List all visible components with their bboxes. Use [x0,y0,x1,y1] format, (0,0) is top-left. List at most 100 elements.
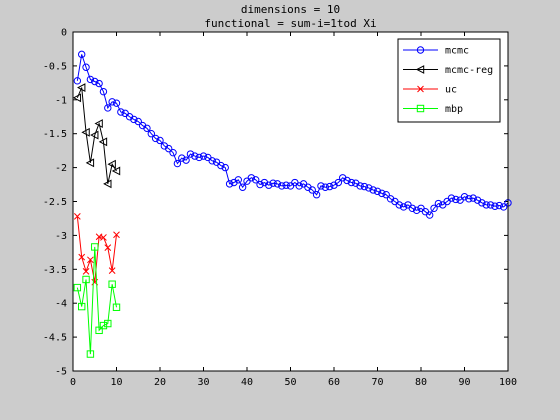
legend-entry-uc: uc [403,85,457,96]
data-point-mcmc [412,206,421,215]
data-point-mcmc [334,178,343,187]
data-point-mcmc [321,183,329,191]
legend-marker [416,104,425,113]
data-point-mcmc-reg [103,179,112,189]
y-tick-label: -4 [55,299,67,310]
x-tick-label: 60 [328,377,340,388]
y-tick-label: -4.5 [43,333,67,344]
data-point-mcmc [182,156,190,164]
legend-entry-mcmc-reg: mcmc-reg [403,65,493,76]
data-point-mcmc [169,148,177,157]
legend-label: mcmc-reg [445,65,493,76]
data-point-mcmc [178,154,186,162]
data-point-mcmc [426,211,434,219]
data-point-uc [87,256,94,264]
data-point-mcmc-reg [107,159,116,169]
legend: mcmc mcmc-reg uc mbp [397,38,501,123]
x-tick-label: 20 [154,377,166,388]
y-tick-label: 0 [61,28,67,39]
data-point-mcmc-reg [77,83,86,93]
data-point-mcmc [91,77,99,86]
data-point-mcmc [134,117,142,126]
data-point-mcmc [486,201,495,209]
x-tick-label: 90 [458,377,470,388]
x-tick-label: 30 [197,377,209,388]
x-tick-label: 100 [499,377,517,388]
data-point-mbp [108,280,116,288]
data-point-mcmc [225,180,234,188]
data-point-mcmc-reg [72,93,82,103]
data-point-mcmc [465,195,473,203]
series-mbp [73,243,121,358]
data-point-mcmc [378,189,386,198]
data-point-mcmc [308,186,316,194]
data-point-mcmc [130,115,138,124]
data-point-mcmc [186,150,195,158]
x-tick-label: 80 [415,377,427,388]
legend-label: mbp [445,104,463,115]
data-point-mcmc [317,182,325,190]
data-point-mcmc [369,186,377,194]
x-tick-label: 50 [284,377,296,388]
legend-marker [416,46,425,54]
data-point-mcmc [108,98,116,106]
data-point-uc [82,267,90,275]
y-tick-label: -3 [55,231,67,242]
data-point-mcmc [408,204,416,212]
data-point-mcmc-reg [94,119,103,128]
data-point-mcmc [217,161,225,170]
data-point-mbp [95,326,103,335]
data-point-mcmc [104,104,112,112]
data-point-mcmc [356,182,364,190]
data-point-mcmc [86,75,95,84]
series-line-mbp [76,246,117,355]
data-point-mcmc [491,202,499,210]
data-point-mcmc [221,163,229,172]
data-point-mcmc-reg [81,127,90,137]
data-point-mcmc-reg [85,158,95,168]
series-line-uc [76,216,117,283]
data-point-mcmc [282,181,290,189]
data-point-mcmc [247,174,256,182]
x-tick-label: 70 [371,377,383,388]
y-tick-label: -1 [55,95,67,106]
data-point-mbp [82,275,90,284]
data-point-mcmc [238,183,247,191]
data-point-mcmc-reg [111,166,121,176]
data-point-uc [108,267,116,275]
data-point-mcmc [399,203,408,211]
data-point-mcmc [143,124,151,132]
data-point-uc [104,244,112,251]
legend-marker [415,65,425,74]
data-point-mcmc [469,194,477,202]
data-point-uc [113,231,120,239]
series-mcmc [73,50,512,219]
data-point-mcmc [395,201,403,209]
data-point-mcmc [95,79,103,88]
series-mcmc-reg [72,83,121,189]
axes-frame [72,31,509,372]
data-point-mcmc [208,157,216,165]
data-point-mcmc [173,159,182,168]
data-point-uc [78,253,86,261]
data-point-mcmc [495,201,503,210]
data-point-mcmc [325,182,334,191]
y-tick-label: -5 [55,367,67,378]
data-point-mcmc [156,136,164,145]
data-point-mcmc [265,181,273,189]
data-point-mcmc [434,199,443,208]
data-point-mcmc [447,194,456,202]
y-tick-label: -0.5 [43,61,67,72]
data-point-mcmc [199,152,208,160]
data-point-mcmc [99,87,108,96]
y-tick-label: -1.5 [43,129,67,140]
data-point-mcmc [78,50,86,59]
legend-entry-mbp: mbp [403,104,463,115]
data-point-uc [100,234,107,241]
data-point-mcmc [147,130,156,138]
y-tick-label: -2 [55,163,67,174]
data-point-mcmc [343,176,351,185]
data-point-mcmc [269,179,277,187]
data-point-mcmc [460,193,469,201]
data-point-mcmc [430,204,438,212]
